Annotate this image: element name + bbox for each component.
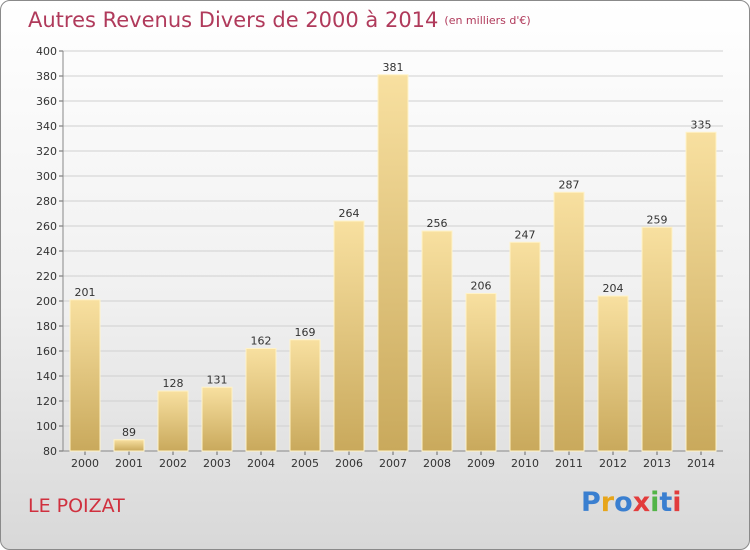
chart-unit-label: (en milliers d'€)	[444, 14, 531, 27]
y-tick-label: 140	[36, 370, 57, 383]
y-tick-label: 300	[36, 170, 57, 183]
y-tick-label: 320	[36, 145, 57, 158]
bar-value-label: 201	[75, 286, 96, 299]
bar-value-label: 131	[207, 373, 228, 386]
x-tick-label: 2004	[247, 457, 275, 470]
bar-value-label: 89	[122, 426, 136, 439]
x-tick-label: 2013	[643, 457, 671, 470]
bar	[333, 220, 365, 452]
y-tick-label: 380	[36, 70, 57, 83]
y-tick-label: 340	[36, 120, 57, 133]
bar	[113, 439, 145, 452]
bar	[685, 131, 717, 452]
x-tick-label: 2007	[379, 457, 407, 470]
logo-letter: P	[581, 487, 601, 518]
y-tick-label: 280	[36, 195, 57, 208]
x-tick-label: 2008	[423, 457, 451, 470]
bar-value-label: 169	[295, 326, 316, 339]
bar-value-label: 264	[339, 207, 360, 220]
x-tick-label: 2002	[159, 457, 187, 470]
bar-value-label: 335	[691, 118, 712, 131]
logo-letter: i	[672, 487, 682, 518]
bar-value-label: 162	[251, 335, 272, 348]
bar	[201, 386, 233, 452]
logo-letter: t	[659, 487, 673, 518]
bar-value-label: 204	[603, 282, 624, 295]
bar-value-label: 128	[163, 377, 184, 390]
y-tick-label: 80	[43, 445, 57, 458]
bar-value-label: 206	[471, 280, 492, 293]
x-tick-label: 2011	[555, 457, 583, 470]
x-tick-label: 2000	[71, 457, 99, 470]
y-tick-label: 260	[36, 220, 57, 233]
y-tick-label: 400	[36, 45, 57, 58]
y-tick-label: 180	[36, 320, 57, 333]
logo-letter: x	[632, 487, 651, 518]
bar	[69, 299, 101, 452]
logo-letter: o	[614, 487, 633, 518]
y-tick-label: 360	[36, 95, 57, 108]
bar	[597, 295, 629, 452]
y-tick-label: 220	[36, 270, 57, 283]
bar	[641, 226, 673, 452]
y-tick-label: 200	[36, 295, 57, 308]
bar	[553, 191, 585, 452]
x-tick-label: 2001	[115, 457, 143, 470]
x-tick-label: 2014	[687, 457, 715, 470]
chart-title: Autres Revenus Divers de 2000 à 2014 (en …	[28, 8, 531, 32]
bar	[245, 348, 277, 452]
y-tick-label: 160	[36, 345, 57, 358]
x-tick-label: 2012	[599, 457, 627, 470]
bar	[157, 390, 189, 452]
y-tick-label: 240	[36, 245, 57, 258]
bar	[465, 293, 497, 452]
x-tick-label: 2003	[203, 457, 231, 470]
bar-value-label: 256	[427, 217, 448, 230]
chart-title-text: Autres Revenus Divers de 2000 à 2014	[28, 8, 439, 32]
bar	[509, 241, 541, 452]
bar-value-label: 247	[515, 228, 536, 241]
bar	[421, 230, 453, 452]
bar	[377, 74, 409, 452]
bar	[289, 339, 321, 452]
logo-letter: i	[650, 487, 660, 518]
bar-value-label: 381	[383, 61, 404, 74]
bar-value-label: 287	[559, 178, 580, 191]
bar-value-label: 259	[647, 213, 668, 226]
x-tick-label: 2005	[291, 457, 319, 470]
x-tick-label: 2006	[335, 457, 363, 470]
place-name: LE POIZAT	[28, 495, 125, 517]
y-tick-label: 120	[36, 395, 57, 408]
y-tick-label: 100	[36, 420, 57, 433]
x-tick-label: 2010	[511, 457, 539, 470]
proxiti-logo[interactable]: Proxiti	[581, 487, 682, 518]
x-tick-label: 2009	[467, 457, 495, 470]
logo-letter: r	[600, 487, 615, 518]
